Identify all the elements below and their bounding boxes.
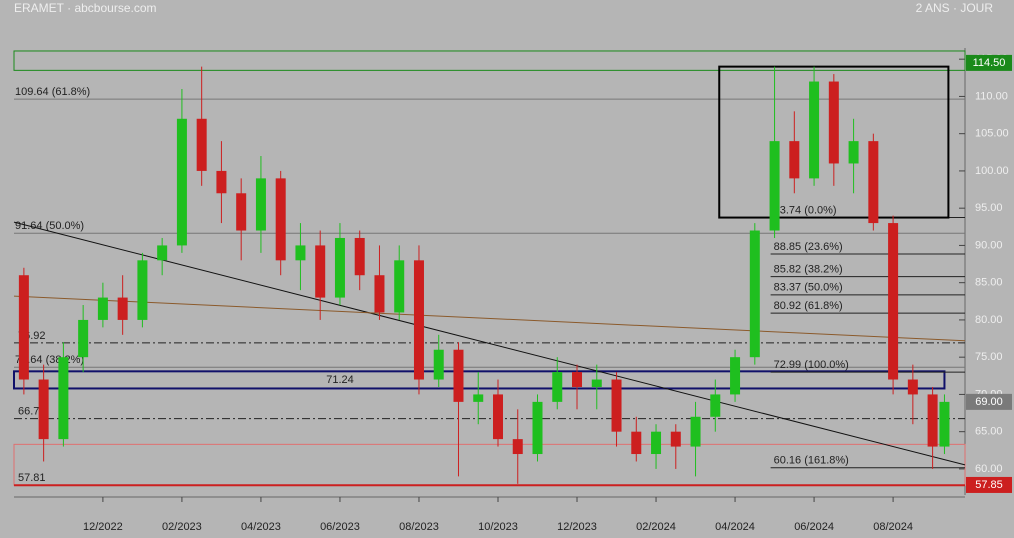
y-tick-label: 100.00 bbox=[975, 165, 1009, 177]
price-tag bbox=[966, 393, 1012, 410]
fib-label: 91.64 (50.0%) bbox=[15, 220, 84, 232]
price-tag-label: 57.85 bbox=[975, 479, 1003, 491]
candle-body bbox=[58, 357, 69, 440]
trend-line bbox=[13, 221, 966, 466]
x-tick-label: 12/2023 bbox=[557, 521, 597, 533]
zone-label: 57.81 bbox=[18, 472, 46, 484]
candle-body bbox=[789, 141, 800, 179]
fib-label: 85.82 (38.2%) bbox=[774, 263, 843, 275]
y-tick-label: 75.00 bbox=[975, 351, 1003, 363]
candle-body bbox=[137, 260, 148, 320]
y-tick-label: 80.00 bbox=[975, 314, 1003, 326]
x-tick-label: 10/2023 bbox=[478, 521, 518, 533]
candle-body bbox=[670, 431, 681, 447]
x-tick-label: 06/2023 bbox=[320, 521, 360, 533]
x-tick-label: 02/2024 bbox=[636, 521, 676, 533]
candle-body bbox=[927, 394, 938, 447]
fib-label: 72.99 (100.0%) bbox=[774, 359, 849, 371]
highlight-box bbox=[718, 65, 950, 219]
candle-body bbox=[315, 245, 326, 298]
candle-body bbox=[413, 260, 424, 380]
fib-label: 83.37 (50.0%) bbox=[774, 282, 843, 294]
zone-label: 71.24 bbox=[326, 374, 354, 386]
x-tick-label: 08/2024 bbox=[873, 521, 913, 533]
candle-body bbox=[828, 81, 839, 164]
candle-body bbox=[157, 245, 168, 261]
candle-body bbox=[255, 178, 266, 231]
candle-body bbox=[38, 379, 49, 440]
candle-body bbox=[453, 349, 464, 402]
fib-label: 60.16 (161.8%) bbox=[774, 455, 849, 467]
candle-body bbox=[907, 379, 918, 395]
fib-label: 109.64 (61.8%) bbox=[15, 86, 90, 98]
chart-subtitle: 2 ANS · JOUR bbox=[916, 1, 994, 15]
price-tag bbox=[966, 476, 1012, 493]
candle-body bbox=[848, 141, 859, 164]
zone bbox=[13, 50, 966, 71]
x-tick-label: 02/2023 bbox=[162, 521, 202, 533]
candle-body bbox=[433, 349, 444, 380]
candle-body bbox=[394, 260, 405, 313]
candle-body bbox=[216, 170, 227, 194]
candle-body bbox=[939, 401, 950, 447]
candle-body bbox=[591, 379, 602, 387]
candle-body bbox=[196, 118, 207, 171]
candle-body bbox=[492, 394, 503, 440]
candle-body bbox=[97, 297, 108, 320]
y-tick-label: 110.00 bbox=[975, 90, 1008, 102]
price-tag bbox=[966, 54, 1012, 71]
y-tick-label: 85.00 bbox=[975, 277, 1003, 289]
candle-body bbox=[275, 178, 286, 261]
y-tick-label: 95.00 bbox=[975, 202, 1003, 214]
candle-body bbox=[809, 81, 820, 179]
candle-body bbox=[334, 237, 345, 298]
trend-line bbox=[13, 295, 966, 342]
price-tag-label: 114.50 bbox=[973, 57, 1006, 69]
y-tick-label: 60.00 bbox=[975, 463, 1003, 475]
candle-body bbox=[532, 401, 543, 455]
candle-body bbox=[572, 372, 583, 387]
candle-body bbox=[690, 416, 701, 447]
candle-body bbox=[512, 439, 523, 455]
candle-body bbox=[710, 394, 721, 417]
candle-body bbox=[730, 357, 741, 395]
candle-body bbox=[868, 141, 879, 224]
candle-body bbox=[78, 319, 89, 358]
candle-body bbox=[552, 372, 563, 402]
candle-body bbox=[354, 237, 365, 276]
candle-body bbox=[117, 297, 128, 320]
y-tick-label: 90.00 bbox=[975, 239, 1003, 251]
candle-body bbox=[295, 245, 306, 261]
candle-body bbox=[769, 141, 780, 231]
candle-body bbox=[18, 275, 29, 380]
x-tick-label: 12/2022 bbox=[83, 521, 123, 533]
fib-label: 88.85 (23.6%) bbox=[774, 241, 843, 253]
candle-body bbox=[631, 431, 642, 455]
chart-title: ERAMET · abcbourse.com bbox=[14, 1, 157, 15]
candle-body bbox=[236, 193, 247, 231]
x-tick-label: 08/2023 bbox=[399, 521, 439, 533]
candle-body bbox=[473, 394, 484, 402]
fib-label: 80.92 (61.8%) bbox=[774, 300, 843, 312]
candle-body bbox=[611, 379, 622, 432]
y-tick-label: 105.00 bbox=[975, 128, 1009, 140]
x-tick-label: 04/2024 bbox=[715, 521, 755, 533]
x-tick-label: 06/2024 bbox=[794, 521, 834, 533]
fib-label: 93.74 (0.0%) bbox=[774, 204, 837, 216]
candle-body bbox=[888, 223, 899, 380]
candle-body bbox=[749, 230, 760, 358]
price-tag-label: 69.00 bbox=[975, 396, 1003, 408]
candle-body bbox=[176, 118, 187, 246]
x-tick-label: 04/2023 bbox=[241, 521, 281, 533]
candle-body bbox=[651, 431, 662, 455]
candle-body bbox=[374, 275, 385, 313]
zone bbox=[13, 370, 946, 390]
y-tick-label: 65.00 bbox=[975, 426, 1003, 438]
